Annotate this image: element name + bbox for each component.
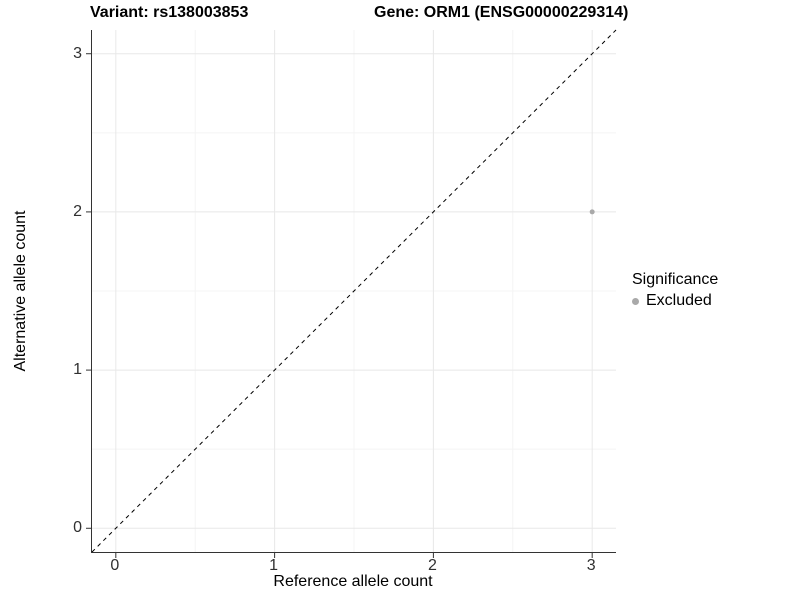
x-tick-label: 0 — [110, 557, 120, 574]
plot-panel — [86, 29, 617, 558]
legend: Significance Excluded — [632, 271, 718, 310]
y-tick-label: 1 — [73, 361, 82, 379]
plot-title-gene: Gene: ORM1 (ENSG00000229314) — [374, 4, 629, 21]
plot-title-variant: Variant: rs138003853 — [90, 4, 249, 21]
x-tick-label: 3 — [586, 557, 596, 574]
legend-item-label: Excluded — [646, 292, 712, 309]
x-tick-label: 2 — [427, 557, 437, 574]
y-tick-label: 0 — [73, 519, 82, 537]
legend-title: Significance — [632, 271, 719, 288]
plot-canvas — [86, 29, 617, 558]
data-point — [589, 209, 595, 215]
legend-point-icon — [632, 297, 639, 305]
y-axis-title: Alternative allele count — [12, 210, 29, 372]
x-axis-title: Reference allele count — [273, 573, 433, 590]
identity-reference-line — [91, 29, 617, 553]
x-tick-label: 1 — [269, 557, 279, 574]
y-tick-label: 2 — [73, 202, 82, 220]
legend-item-excluded: Excluded — [632, 292, 718, 310]
y-tick-label: 3 — [73, 44, 82, 62]
